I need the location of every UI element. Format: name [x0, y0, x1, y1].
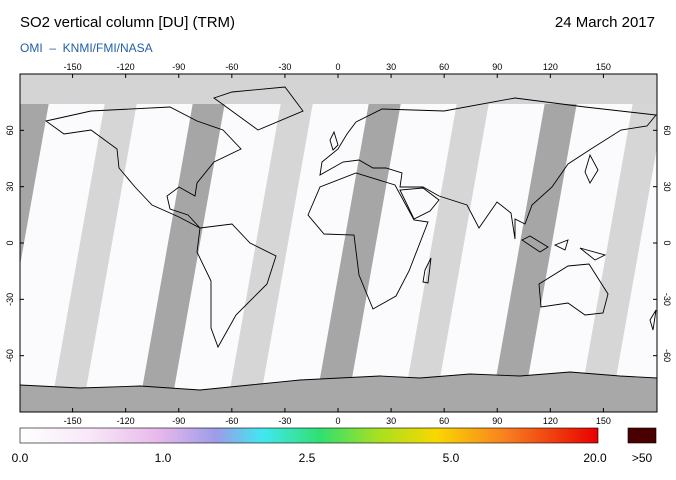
lon-label-top: -60 [225, 62, 238, 72]
subtitle: OMI – KNMI/FMI/NASA [20, 41, 153, 55]
australia [538, 263, 609, 316]
lon-label-bottom: 120 [543, 416, 558, 426]
overflow-label: >50 [632, 451, 653, 465]
lat-label-left: 0 [5, 240, 15, 245]
colorbar-label: 2.5 [299, 451, 316, 465]
lat-label-right: -30 [662, 293, 672, 306]
swath [402, 74, 494, 412]
lon-label-bottom: 150 [596, 416, 611, 426]
lat-label-right: -60 [662, 349, 672, 362]
lat-label-right: 60 [662, 125, 672, 135]
map-area [20, 74, 657, 412]
lon-label-bottom: 60 [439, 416, 449, 426]
lon-label-top: 150 [596, 62, 611, 72]
colorbar [19, 427, 599, 444]
swath [490, 74, 582, 412]
greenland [213, 86, 304, 131]
swath [226, 74, 318, 412]
swath [314, 74, 406, 412]
lon-label-bottom: -30 [278, 416, 291, 426]
lon-label-top: 90 [492, 62, 502, 72]
swath [578, 74, 657, 412]
orbit-swaths [20, 74, 657, 412]
colorbar-label: 1.0 [155, 451, 172, 465]
lon-label-top: -120 [117, 62, 135, 72]
colorbar-label: 0.0 [12, 451, 29, 465]
north-america [44, 106, 242, 229]
lat-label-left: -30 [5, 293, 15, 306]
colorbar-labels: 0.0 1.0 2.5 5.0 20.0 [12, 451, 607, 465]
lon-label-bottom: 0 [335, 416, 340, 426]
colorbar-overflow [627, 427, 657, 444]
lon-label-bottom: 90 [492, 416, 502, 426]
lon-label-top: 30 [386, 62, 396, 72]
swath [138, 74, 230, 412]
lat-label-left: -60 [5, 349, 15, 362]
lon-label-bottom: -150 [64, 416, 82, 426]
lat-label-left: 30 [5, 182, 15, 192]
lon-label-top: -150 [64, 62, 82, 72]
lon-label-bottom: 30 [386, 416, 396, 426]
antarctica [20, 371, 657, 412]
colorbar-label: 5.0 [443, 451, 460, 465]
swath [20, 74, 54, 266]
japan [584, 153, 599, 184]
lon-label-bottom: -60 [225, 416, 238, 426]
great-britain [329, 130, 339, 151]
lon-label-top: 0 [335, 62, 340, 72]
coastlines [44, 86, 657, 349]
indonesia [521, 235, 607, 261]
lon-label-top: 60 [439, 62, 449, 72]
lat-label-left: 60 [5, 125, 15, 135]
lat-label-right: 30 [662, 182, 672, 192]
lon-label-top: -30 [278, 62, 291, 72]
eurasia [319, 97, 657, 240]
colorbar-label: 20.0 [583, 451, 607, 465]
lon-label-top: -90 [172, 62, 185, 72]
africa [307, 172, 429, 310]
lat-label-right: 0 [662, 240, 672, 245]
arabia [399, 187, 440, 220]
date: 24 March 2017 [555, 14, 655, 31]
lon-label-bottom: -120 [117, 416, 135, 426]
lon-label-bottom: -90 [172, 416, 185, 426]
graticule-ticks: -150 -150 -120 -120 -90 -90 -60 -60 -30 -30 0 0 30 30… [5, 62, 672, 426]
lon-label-top: 120 [543, 62, 558, 72]
title: SO2 vertical column [DU] (TRM) [20, 14, 235, 31]
south-america [196, 223, 277, 349]
swath [50, 74, 142, 412]
madagascar [422, 257, 432, 284]
new-zealand [649, 309, 657, 331]
polar-no-data [20, 74, 657, 104]
